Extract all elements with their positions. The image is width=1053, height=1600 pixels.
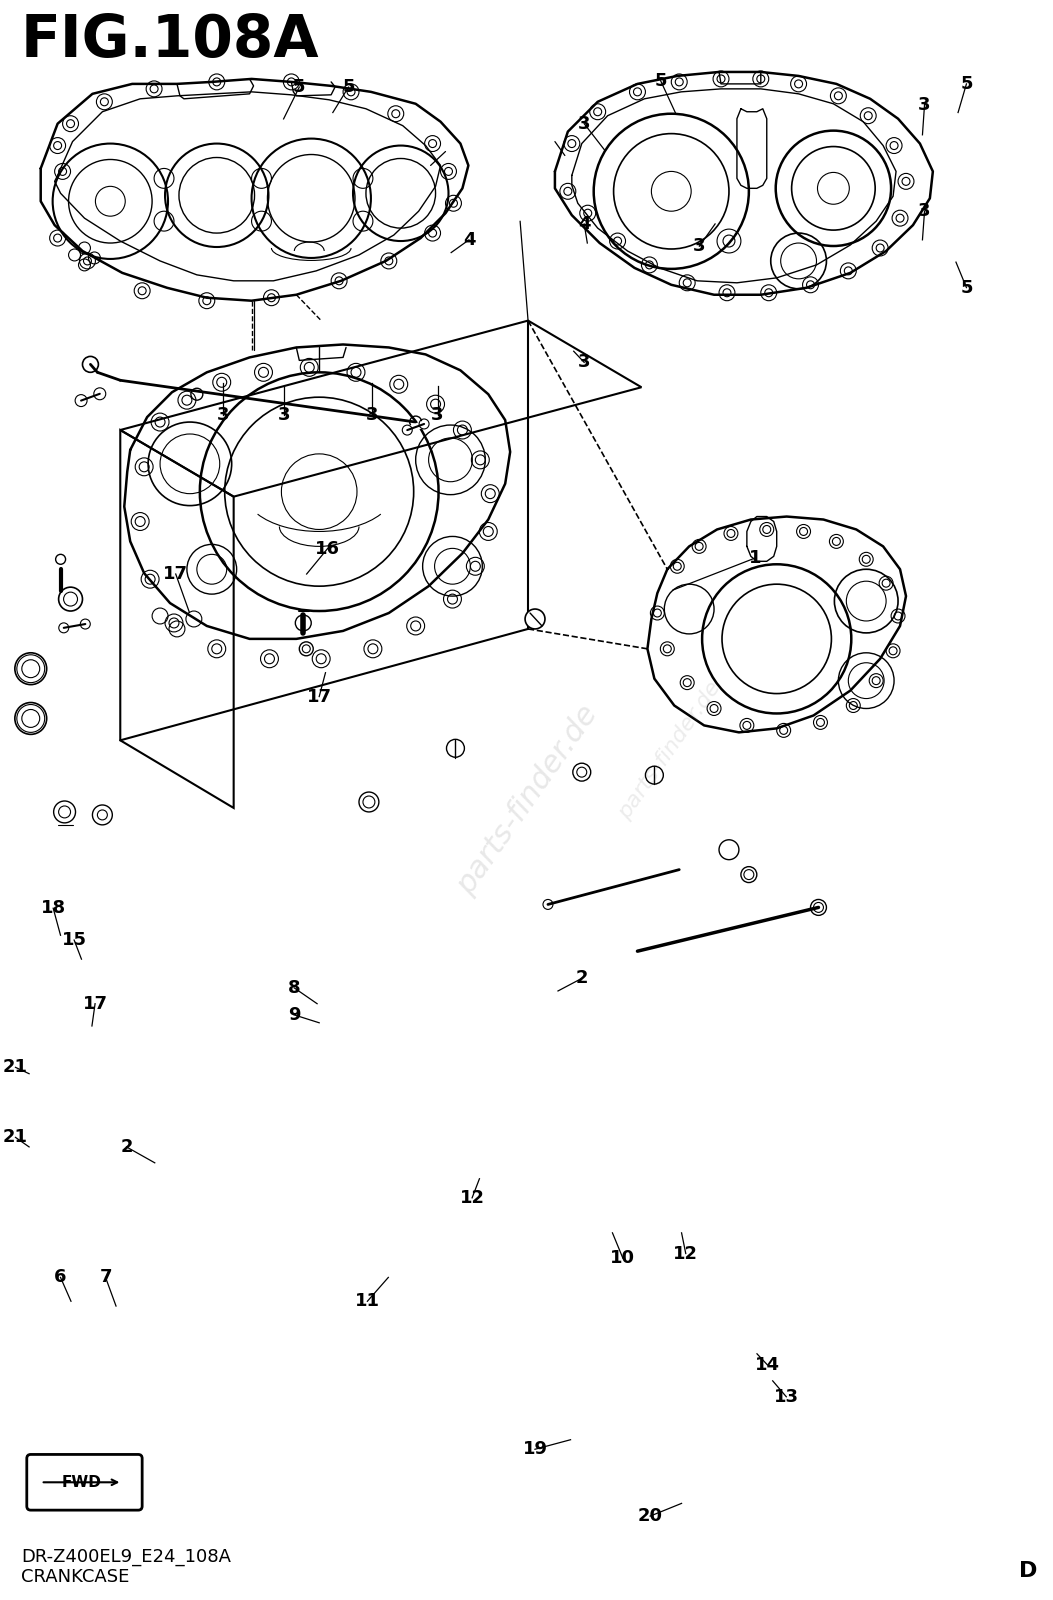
Text: 9: 9 — [287, 1006, 300, 1024]
Text: 3: 3 — [578, 115, 591, 133]
Circle shape — [525, 610, 545, 629]
Text: 12: 12 — [673, 1245, 698, 1262]
Text: 8: 8 — [287, 979, 300, 997]
Text: 13: 13 — [774, 1387, 799, 1406]
Text: 3: 3 — [693, 237, 706, 256]
Text: CRANKCASE: CRANKCASE — [21, 1568, 130, 1586]
Text: 16: 16 — [315, 539, 340, 557]
Text: 20: 20 — [638, 1507, 662, 1525]
Text: 3: 3 — [918, 96, 931, 114]
Text: 4: 4 — [578, 214, 591, 234]
Text: 15: 15 — [62, 931, 86, 949]
Text: 2: 2 — [120, 1138, 133, 1155]
Text: 3: 3 — [277, 406, 290, 424]
FancyBboxPatch shape — [26, 1454, 142, 1510]
Text: 4: 4 — [462, 230, 475, 250]
Text: 17: 17 — [163, 565, 188, 582]
Text: 17: 17 — [82, 995, 107, 1013]
Text: 7: 7 — [99, 1269, 112, 1286]
Text: 5: 5 — [342, 78, 355, 96]
Text: 3: 3 — [432, 406, 443, 424]
Text: 3: 3 — [217, 406, 230, 424]
Text: D: D — [1019, 1562, 1037, 1581]
Text: parts-finder.de: parts-finder.de — [451, 699, 603, 901]
Text: 3: 3 — [918, 202, 931, 221]
Text: 14: 14 — [755, 1355, 780, 1374]
Text: 5: 5 — [960, 278, 973, 296]
Text: parts-finder.de: parts-finder.de — [614, 678, 724, 822]
Text: DR-Z400EL9_E24_108A: DR-Z400EL9_E24_108A — [21, 1547, 231, 1566]
Text: 3: 3 — [578, 354, 591, 371]
Text: 19: 19 — [522, 1440, 548, 1458]
Text: FIG.108A: FIG.108A — [21, 13, 319, 69]
Text: FWD: FWD — [61, 1475, 101, 1490]
Text: 21: 21 — [3, 1058, 28, 1077]
Text: 5: 5 — [293, 78, 305, 96]
Text: 18: 18 — [41, 899, 65, 917]
Text: 11: 11 — [355, 1293, 380, 1310]
Text: 5: 5 — [654, 72, 667, 90]
Text: 12: 12 — [459, 1189, 484, 1206]
Text: 6: 6 — [55, 1269, 66, 1286]
Text: 17: 17 — [306, 688, 332, 706]
Text: 1: 1 — [749, 549, 761, 566]
Text: 21: 21 — [3, 1128, 28, 1146]
Text: 5: 5 — [960, 75, 973, 93]
Text: 10: 10 — [611, 1250, 635, 1267]
Text: 3: 3 — [365, 406, 378, 424]
Text: 2: 2 — [576, 970, 589, 987]
